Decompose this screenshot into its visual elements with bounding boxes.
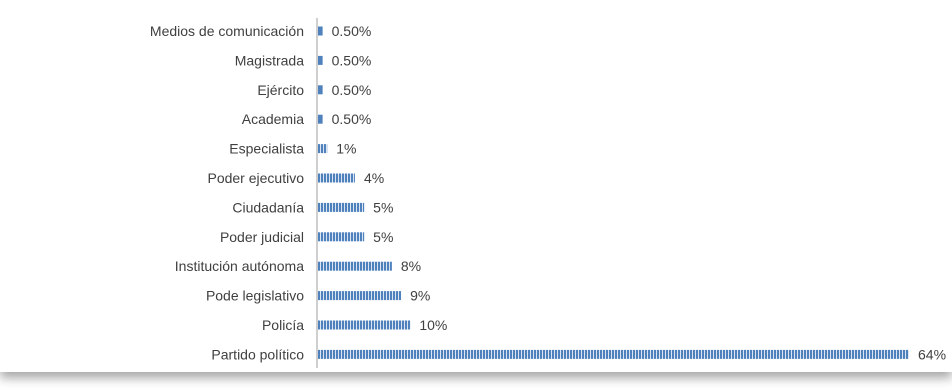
- category-label: Pode legislativo: [206, 288, 304, 304]
- category-label: Institución autónoma: [175, 258, 304, 274]
- bar: [318, 202, 365, 212]
- category-label: Policía: [262, 317, 304, 333]
- bar: [318, 291, 402, 301]
- chart-frame: Medios de comunicación 0.50% Magistrada 0.5…: [149, 18, 947, 368]
- category-label: Partido político: [211, 346, 304, 362]
- bar: [318, 320, 411, 330]
- bar: [318, 173, 355, 183]
- bar-chart: Medios de comunicación 0.50% Magistrada 0.5…: [150, 18, 946, 368]
- category-label: Ejército: [257, 82, 304, 98]
- category-label: Poder judicial: [220, 229, 304, 245]
- bar: [318, 232, 365, 242]
- category-label: Especialista: [229, 141, 304, 157]
- category-label: Poder ejecutivo: [207, 170, 304, 186]
- value-label: 0.50%: [332, 23, 372, 39]
- category-label: Ciudadanía: [232, 199, 304, 215]
- value-label: 8%: [401, 258, 421, 274]
- value-label: 0.50%: [332, 52, 372, 68]
- value-label: 10%: [419, 317, 447, 333]
- value-label: 9%: [410, 288, 430, 304]
- value-label: 64%: [918, 346, 946, 362]
- bar: [318, 85, 323, 95]
- bar: [318, 144, 328, 154]
- value-label: 4%: [364, 170, 384, 186]
- value-label: 0.50%: [332, 82, 372, 98]
- category-label: Academia: [242, 111, 304, 127]
- bar: [318, 261, 392, 271]
- bar: [318, 349, 909, 359]
- bar: [318, 26, 323, 36]
- category-label: Medios de comunicación: [150, 23, 304, 39]
- value-label: 1%: [336, 141, 356, 157]
- category-label: Magistrada: [235, 52, 304, 68]
- value-label: 5%: [373, 229, 393, 245]
- bar: [318, 114, 323, 124]
- bar: [318, 55, 323, 65]
- value-label: 0.50%: [332, 111, 372, 127]
- value-label: 5%: [373, 199, 393, 215]
